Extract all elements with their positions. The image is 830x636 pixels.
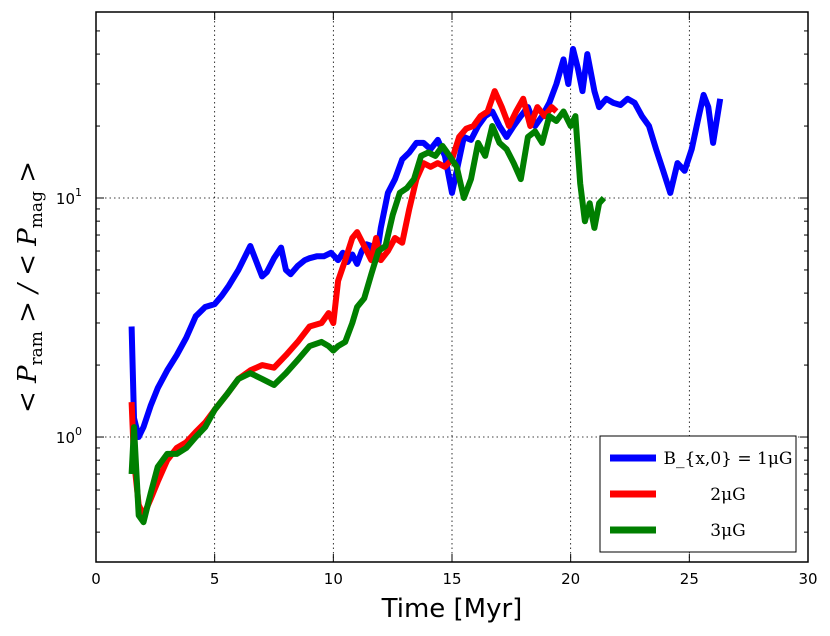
x-axis-label: Time [Myr]	[381, 594, 523, 624]
x-tick-label: 20	[561, 570, 580, 588]
series-line-2	[128, 88, 559, 519]
y-tick-label: 100	[56, 425, 82, 447]
series-line-1	[128, 46, 724, 440]
y-axis-label: < Pram > / < Pmag >	[13, 161, 47, 413]
x-tick-label: 10	[324, 570, 343, 588]
legend-label-2: 2μG	[710, 485, 745, 505]
axis-ticks: 0 5 10 15 20 25 30 100 101	[56, 12, 818, 588]
x-tick-label: 15	[442, 570, 461, 588]
series-line-3	[128, 108, 607, 526]
y-label-part-1: < P	[13, 365, 43, 413]
series-group	[128, 46, 724, 526]
y-label-sub-1: ram	[27, 331, 47, 365]
x-tick-label: 30	[798, 570, 817, 588]
x-tick-label: 5	[210, 570, 220, 588]
legend: B_{x,0} = 1μG 2μG 3μG	[599, 435, 797, 553]
y-label-sub-2: mag	[27, 191, 47, 228]
x-tick-label: 0	[91, 570, 101, 588]
x-tick-label: 25	[680, 570, 699, 588]
y-label-part-3: >	[13, 161, 43, 191]
grid	[96, 12, 808, 562]
y-tick-label: 101	[56, 186, 82, 208]
y-label-part-2: > / < P	[13, 228, 43, 331]
legend-label-3: 3μG	[710, 521, 745, 541]
legend-label-1: B_{x,0} = 1μG	[664, 449, 793, 469]
